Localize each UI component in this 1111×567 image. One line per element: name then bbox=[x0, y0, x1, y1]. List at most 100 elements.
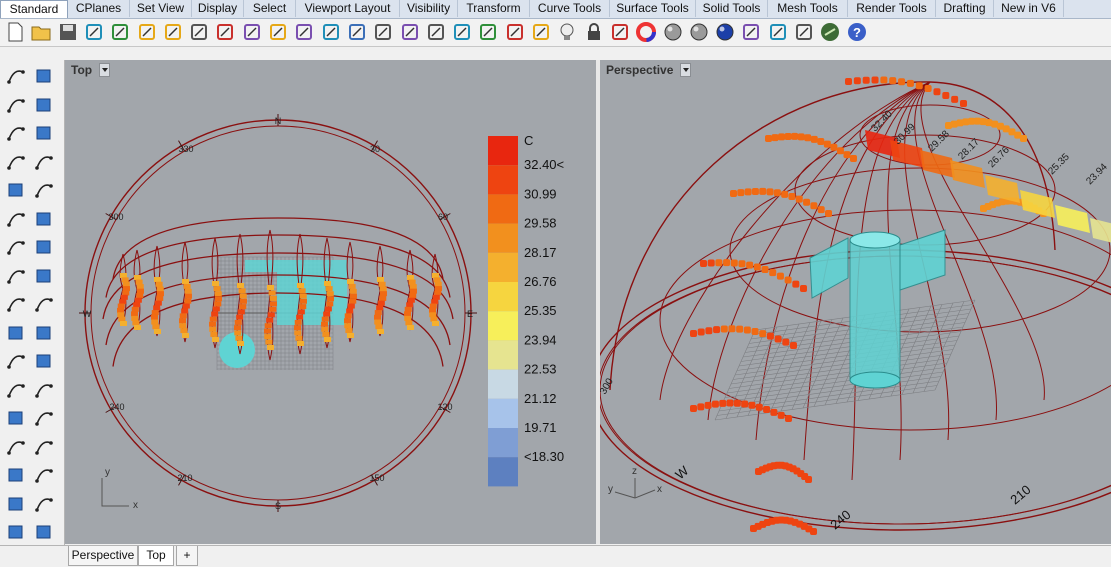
tab-select[interactable]: Select bbox=[244, 0, 296, 17]
sun-path-points bbox=[690, 76, 1047, 535]
history-icon[interactable] bbox=[793, 21, 815, 43]
block-icon[interactable] bbox=[32, 435, 56, 459]
rotate-icon[interactable] bbox=[504, 21, 526, 43]
rectangle-icon[interactable] bbox=[32, 150, 56, 174]
shaded-sphere-icon[interactable] bbox=[662, 21, 684, 43]
object-snap-icon[interactable] bbox=[530, 21, 552, 43]
four-viewports-icon[interactable] bbox=[425, 21, 447, 43]
select-arrow-icon[interactable] bbox=[4, 64, 28, 88]
tab-display[interactable]: Display bbox=[192, 0, 244, 17]
viewport-tab-perspective[interactable]: Perspective bbox=[68, 546, 138, 566]
surface-icon[interactable] bbox=[4, 207, 28, 231]
import-icon[interactable] bbox=[109, 21, 131, 43]
solid-icon[interactable] bbox=[4, 463, 28, 487]
copy-transform-icon[interactable] bbox=[32, 321, 56, 345]
cylinder-icon[interactable] bbox=[4, 264, 28, 288]
tab-transform[interactable]: Transform bbox=[458, 0, 530, 17]
viewport-top-menu-arrow-icon[interactable] bbox=[99, 63, 110, 77]
tab-surface-tools[interactable]: Surface Tools bbox=[610, 0, 696, 17]
new-file-icon[interactable] bbox=[4, 21, 26, 43]
legend-label: 23.94 bbox=[524, 332, 557, 347]
viewport-top[interactable]: N 30 60 E 120 150 S 210 240 W 300 330 C 32.40< 30.99 29… bbox=[65, 60, 596, 544]
paste-icon[interactable] bbox=[188, 21, 210, 43]
viewport-perspective-menu-arrow-icon[interactable] bbox=[680, 63, 691, 77]
color-wheel-icon[interactable] bbox=[635, 21, 657, 43]
viewport-divider[interactable] bbox=[596, 60, 600, 544]
group-icon[interactable] bbox=[4, 435, 28, 459]
text-icon[interactable] bbox=[4, 406, 28, 430]
circle-icon[interactable] bbox=[4, 121, 28, 145]
tab-viewport-layout[interactable]: Viewport Layout bbox=[296, 0, 400, 17]
tab-solid-tools[interactable]: Solid Tools bbox=[696, 0, 768, 17]
dimension-icon[interactable] bbox=[32, 406, 56, 430]
pan-hand-icon[interactable] bbox=[241, 21, 263, 43]
analyze-icon[interactable] bbox=[4, 520, 28, 544]
dots-icon[interactable] bbox=[4, 349, 28, 373]
viewport-tab-perspective-label: Perspective bbox=[71, 548, 135, 562]
viewport-tab-top[interactable]: Top bbox=[138, 546, 174, 566]
arc-icon[interactable] bbox=[4, 150, 28, 174]
pen-icon[interactable] bbox=[740, 21, 762, 43]
sphere-icon[interactable] bbox=[32, 235, 56, 259]
tab-new-in-v6[interactable]: New in V6 bbox=[994, 0, 1064, 17]
viewport-top-canvas[interactable]: N 30 60 E 120 150 S 210 240 W 300 330 C 32.40< 30.99 29… bbox=[65, 60, 596, 544]
help-icon[interactable]: ? bbox=[846, 21, 868, 43]
zoom-window-icon[interactable] bbox=[320, 21, 342, 43]
gear-icon[interactable] bbox=[767, 21, 789, 43]
rotate-camera-icon[interactable] bbox=[399, 21, 421, 43]
add-viewport-tab-button[interactable]: + bbox=[176, 546, 198, 566]
rendered-sphere-icon[interactable] bbox=[688, 21, 710, 43]
construction-plane-icon[interactable] bbox=[477, 21, 499, 43]
layer-icon[interactable] bbox=[609, 21, 631, 43]
viewport-perspective[interactable]: 32.40 30.99 29.58 28.17 26.76 25.35 23.94 W 240 2… bbox=[600, 60, 1111, 544]
compass-label: S bbox=[275, 501, 281, 511]
zoom-selected-icon[interactable] bbox=[372, 21, 394, 43]
layout-icon[interactable] bbox=[32, 463, 56, 487]
tab-cplanes[interactable]: CPlanes bbox=[68, 0, 130, 17]
viewport-perspective-title[interactable]: Perspective bbox=[602, 62, 677, 78]
tab-curve-tools[interactable]: Curve Tools bbox=[530, 0, 610, 17]
standard-toolbar: ? bbox=[0, 19, 1111, 47]
grasshopper-icon[interactable] bbox=[819, 21, 841, 43]
offset-icon[interactable] bbox=[32, 378, 56, 402]
tab-visibility[interactable]: Visibility bbox=[400, 0, 458, 17]
tab-drafting[interactable]: Drafting bbox=[936, 0, 994, 17]
move-icon[interactable] bbox=[4, 321, 28, 345]
tab-set-view[interactable]: Set View bbox=[130, 0, 192, 17]
sweep-icon[interactable] bbox=[32, 207, 56, 231]
more-icon[interactable] bbox=[32, 520, 56, 544]
boolean-icon[interactable] bbox=[32, 292, 56, 316]
curve-icon[interactable] bbox=[32, 93, 56, 117]
print-icon[interactable] bbox=[83, 21, 105, 43]
polygon-icon[interactable] bbox=[4, 178, 28, 202]
zoom-extents-icon[interactable] bbox=[346, 21, 368, 43]
lock-icon[interactable] bbox=[583, 21, 605, 43]
tab-render-tools[interactable]: Render Tools bbox=[848, 0, 936, 17]
box-icon[interactable] bbox=[4, 235, 28, 259]
properties-icon[interactable] bbox=[32, 492, 56, 516]
point-icon[interactable] bbox=[32, 64, 56, 88]
cut-icon[interactable] bbox=[136, 21, 158, 43]
lightbulb-icon[interactable] bbox=[556, 21, 578, 43]
rotate-view-icon[interactable] bbox=[267, 21, 289, 43]
open-folder-icon[interactable] bbox=[30, 21, 52, 43]
curve-edit-icon[interactable] bbox=[4, 378, 28, 402]
viewport-top-title[interactable]: Top bbox=[67, 62, 96, 78]
gear-transform-icon[interactable] bbox=[4, 292, 28, 316]
copy-icon[interactable] bbox=[162, 21, 184, 43]
tab-standard[interactable]: Standard bbox=[0, 0, 68, 18]
mesh-icon[interactable] bbox=[32, 264, 56, 288]
undo-icon[interactable] bbox=[214, 21, 236, 43]
zoom-icon[interactable] bbox=[293, 21, 315, 43]
blue-sphere-icon[interactable] bbox=[714, 21, 736, 43]
car-icon[interactable] bbox=[451, 21, 473, 43]
ellipse-icon[interactable] bbox=[32, 121, 56, 145]
grid-icon[interactable] bbox=[4, 492, 28, 516]
polyline-icon[interactable] bbox=[4, 93, 28, 117]
tab-mesh-tools[interactable]: Mesh Tools bbox=[768, 0, 848, 17]
fillet-icon[interactable] bbox=[32, 178, 56, 202]
save-icon[interactable] bbox=[57, 21, 79, 43]
array-icon[interactable] bbox=[32, 349, 56, 373]
tab-label: Solid Tools bbox=[702, 1, 761, 15]
